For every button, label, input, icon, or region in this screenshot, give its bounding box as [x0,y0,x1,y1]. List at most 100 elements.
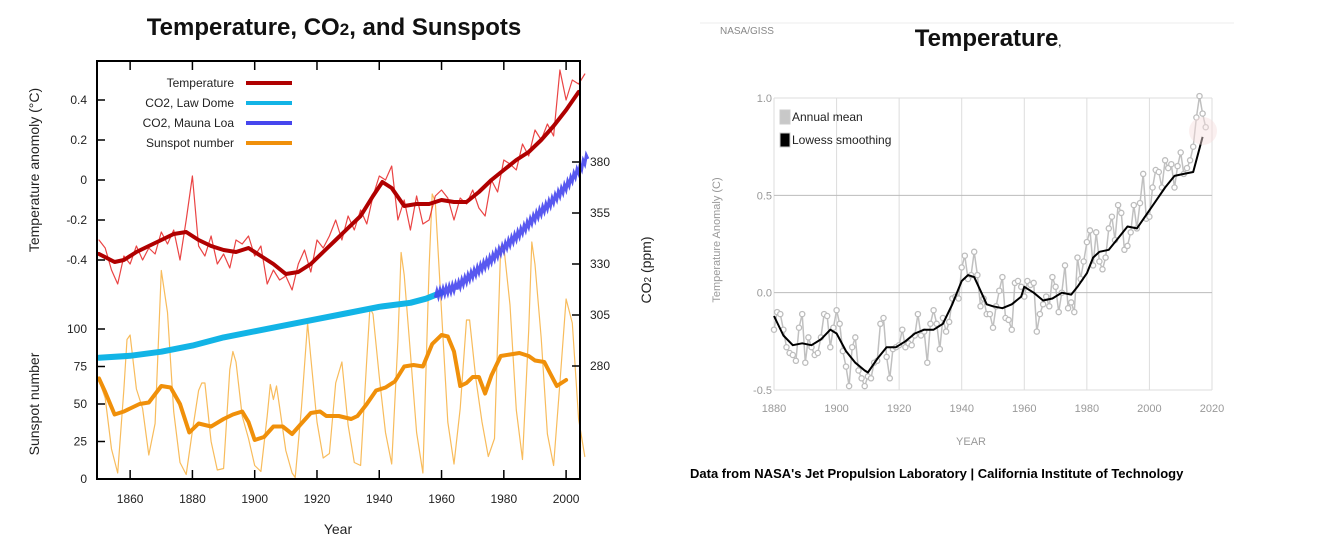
annual-mean-point [927,320,934,328]
annual-mean-point [855,367,862,374]
right-legend: Annual mean Lowess smoothing [779,109,891,148]
annual-mean-point [1114,201,1122,209]
annual-mean-point [1105,225,1113,232]
y-tick-label: 1.0 [757,93,772,105]
left-chart-title: Temperature, CO2, and Sunspots [147,14,521,41]
y-tick-label: 0.0 [757,288,772,300]
x-tick-label: 2000 [1137,403,1161,415]
x-tick-label: 1980 [1075,403,1099,415]
sunspot-tick-label: 25 [74,435,88,449]
annual-mean-point [1168,160,1175,168]
annual-mean-point [880,314,887,322]
right-series-layer [770,92,1209,390]
annual-mean-point [830,324,837,331]
annual-mean-point [792,357,800,365]
annual-mean-point [1064,304,1072,312]
x-tick-label: 2020 [1200,403,1224,415]
annual-mean-point [867,375,875,382]
annual-mean-point [1014,277,1022,285]
right-highlight-halo [1189,117,1217,145]
annual-mean-point [961,252,969,259]
annual-mean-point [1186,157,1194,164]
legend-label: CO2, Law Dome [145,96,234,110]
annual-mean-point [1199,110,1206,117]
annual-mean-point [936,345,944,353]
annual-mean-point [1174,162,1181,170]
left-x-axis-label: Year [324,521,353,537]
co2-law-dome-line [96,289,445,361]
annual-mean-point [1171,184,1178,191]
x-tick-label: 1900 [241,492,268,506]
right-source-label: NASA/GISS [720,26,774,37]
temp-tick-label: -0.4 [66,253,87,267]
annual-mean-point [1049,273,1056,281]
y-tick-label: -0.5 [753,385,772,397]
sunspot-tick-label: 0 [80,472,87,486]
annual-mean-point [1033,328,1041,335]
annual-mean-point [974,271,981,279]
annual-mean-point [886,375,894,382]
annual-mean-point [836,320,843,328]
annual-mean-point [899,326,906,333]
right-chart-title: Temperature, [915,25,1062,52]
legend-label: Sunspot number [146,136,234,150]
annual-mean-point [945,318,953,326]
right-x-axis-label: YEAR [956,436,986,448]
annual-mean-point [805,334,812,341]
co2-tick-label: 380 [590,155,610,169]
x-tick-label: 1940 [366,492,393,506]
co2-tick-label: 305 [590,308,610,322]
temperature-smoothed-line [97,90,581,276]
annual-mean-point [1177,149,1184,156]
annual-mean-point [958,264,965,271]
annual-mean-point [970,248,978,256]
annual-mean-point [802,359,809,366]
annual-mean-point [930,306,937,314]
x-tick-label: 1920 [304,492,331,506]
y-tick-label: 0.5 [757,190,772,202]
annual-mean-point [955,295,962,302]
annual-mean-point [1099,266,1106,273]
legend-swatch [779,109,791,125]
annual-mean-point [1127,229,1134,236]
sunspot-tick-label: 100 [67,322,87,336]
annual-mean-point [1036,310,1044,318]
annual-mean-point [777,310,784,318]
temperature-annual-line [98,69,586,291]
x-tick-label: 1920 [887,403,911,415]
annual-mean-point [852,334,859,341]
annual-mean-point [823,312,831,320]
left-series-layer [96,69,590,479]
sunspot-smoothed-line [97,333,569,442]
annual-mean-point [1189,143,1197,150]
legend-label: Annual mean [792,110,863,124]
co2-tick-label: 330 [590,257,610,271]
annual-mean-point [1196,92,1203,100]
temp-tick-label: 0 [80,173,87,187]
annual-mean-point [996,287,1003,294]
annual-mean-point [908,341,915,349]
annual-mean-point [1202,123,1209,131]
annual-mean-point [933,320,940,328]
annual-mean-point [833,306,840,314]
temp-tick-label: -0.2 [66,213,87,227]
annual-mean-point [1055,308,1062,316]
annual-mean-point [1086,227,1094,234]
sunspot-tick-label: 50 [74,397,88,411]
left-plot-frame [96,60,581,480]
annual-mean-point [1118,209,1125,217]
annual-mean-point [1061,262,1069,269]
annual-mean-point [783,343,790,351]
temp-tick-label: 0.4 [70,93,87,107]
right-grid: 1880 1900 1920 1940 1960 1980 2000 2020 1.0 0.5 0.… [753,93,1224,415]
annual-mean-point [1052,283,1059,291]
annual-mean-point [1102,254,1109,261]
annual-mean-point [1071,308,1078,316]
annual-mean-point [999,273,1006,281]
annual-mean-point [1039,301,1047,308]
left-axes: 1860 1880 1900 1920 1940 1960 1980 2000 0.4 0.2 0 -… [66,61,610,506]
annual-mean-point [861,382,868,390]
annual-mean-point [827,343,834,351]
annual-mean-point [1161,157,1169,164]
annual-mean-point [1008,326,1016,333]
